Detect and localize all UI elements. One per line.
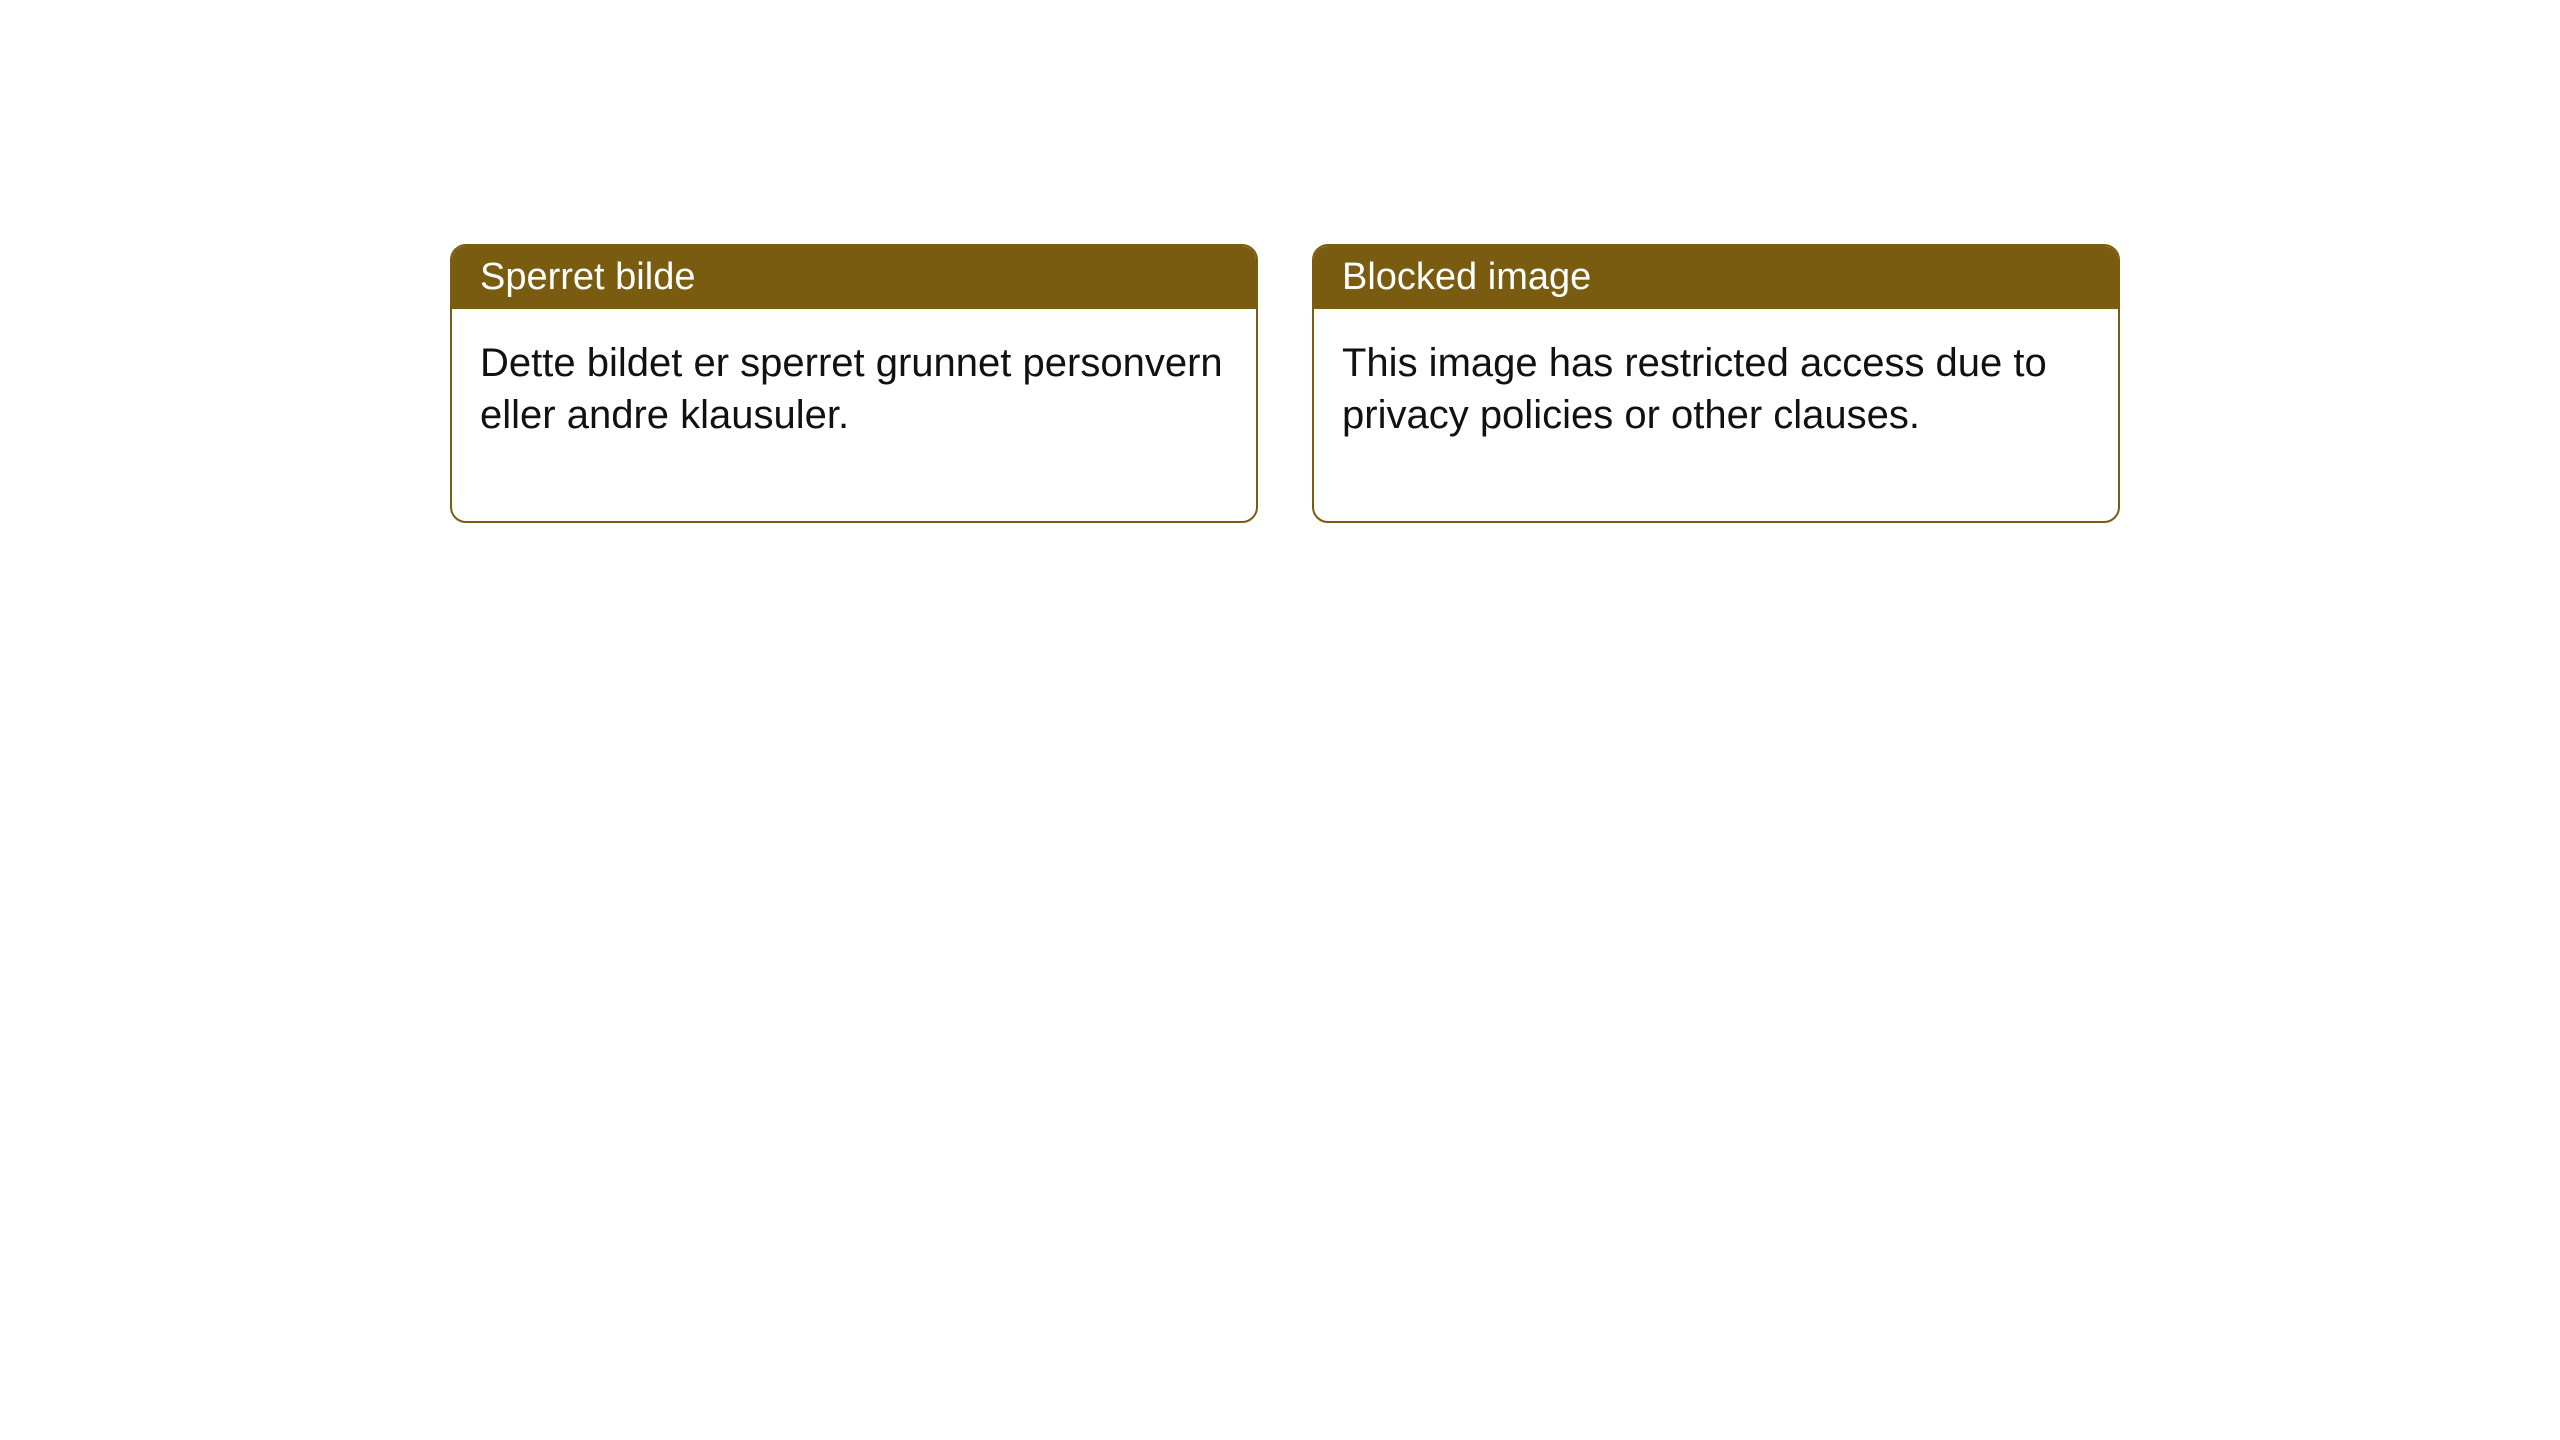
cards-container: Sperret bilde Dette bildet er sperret gr… [450,244,2120,523]
blocked-image-card-no: Sperret bilde Dette bildet er sperret gr… [450,244,1258,523]
card-header: Sperret bilde [452,246,1256,309]
blocked-image-card-en: Blocked image This image has restricted … [1312,244,2120,523]
card-body: Dette bildet er sperret grunnet personve… [452,309,1256,521]
card-body: This image has restricted access due to … [1314,309,2118,521]
card-title: Sperret bilde [480,256,695,298]
card-body-text: This image has restricted access due to … [1342,341,2047,437]
card-body-text: Dette bildet er sperret grunnet personve… [480,341,1223,437]
card-header: Blocked image [1314,246,2118,309]
card-title: Blocked image [1342,256,1591,298]
